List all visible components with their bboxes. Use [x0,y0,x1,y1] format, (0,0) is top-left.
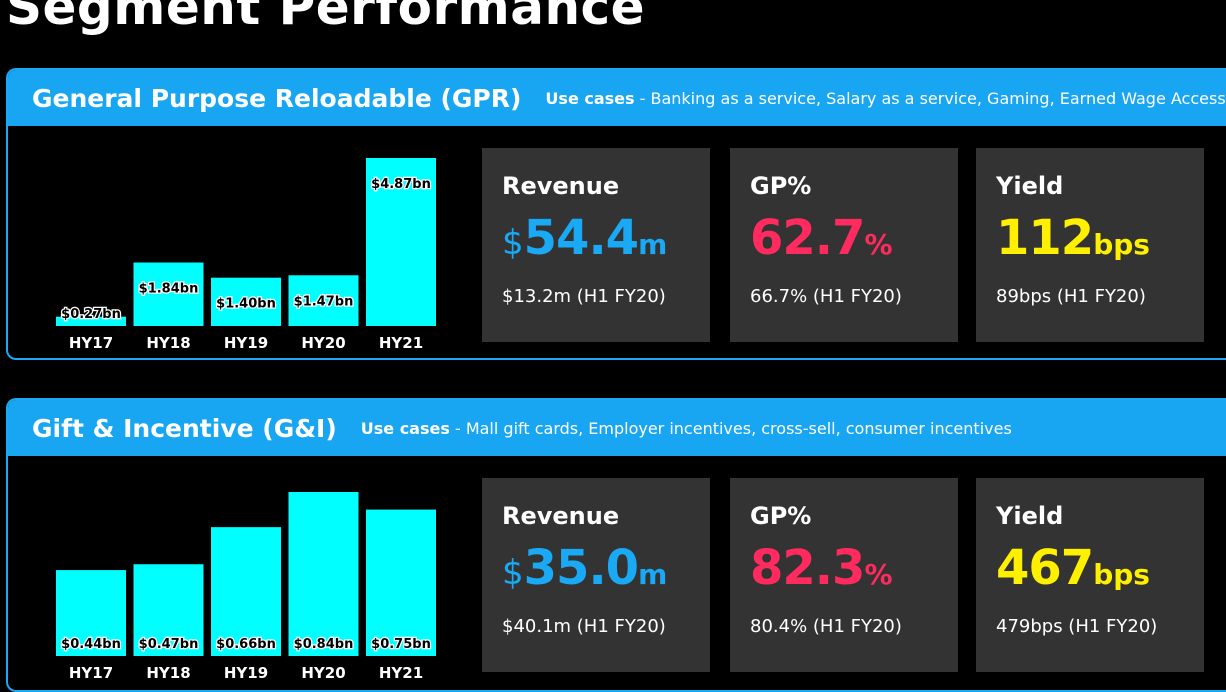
page-title: Segment Performance [6,0,646,36]
metric-suffix: bps [1093,228,1150,261]
metric-number: 35.0 [523,540,639,596]
data-label: $0.47bn [139,637,199,652]
yield-card: Yield 112bps 89bps (H1 FY20) [976,148,1204,342]
bar-hy17 [56,570,126,656]
bar-hy18 [133,262,204,326]
metric-label: GP% [750,172,812,200]
metric-label: GP% [750,502,812,530]
metric-label: Yield [996,172,1064,200]
bar-hy19 [211,527,281,656]
data-label: $0.84bn [294,637,354,652]
segment-header: Gift & Incentive (G&I) Use cases - Mall … [8,400,1226,456]
bar-hy20 [288,492,359,656]
metric-value: 62.7% [750,214,893,262]
metric-prefix: $ [502,553,524,593]
segment-name: Gift & Incentive (G&I) [32,413,337,443]
category-label: HY20 [301,334,345,352]
metric-label: Revenue [502,172,620,200]
segment-panel-gi: Gift & Incentive (G&I) Use cases - Mall … [6,398,1226,692]
metric-number: 54.4 [523,210,639,266]
use-cases: Use cases - Banking as a service, Salary… [545,89,1226,108]
metric-label: Revenue [502,502,620,530]
category-label: HY17 [69,334,113,352]
metric-prior: $13.2m (H1 FY20) [502,286,666,307]
metric-label: Yield [996,502,1064,530]
metric-prefix: $ [502,223,524,263]
metric-number: 62.7 [750,210,865,266]
metric-number: 467 [996,540,1094,596]
tpv-bar-chart-gpr: $0.27bn HY17 $1.84bn HY18 $1.40bn HY19 $1.47bn… [56,158,436,352]
bar-hy17 [56,316,126,326]
metric-value: 467bps [996,544,1150,592]
category-label: HY18 [146,664,190,682]
gp-card: GP% 62.7% 66.7% (H1 FY20) [730,148,958,342]
bar-hy18 [133,564,204,656]
metric-prior: $40.1m (H1 FY20) [502,616,666,637]
category-label: HY19 [224,334,268,352]
segment-header: General Purpose Reloadable (GPR) Use cas… [8,70,1226,126]
category-label: HY19 [224,664,268,682]
revenue-card: Revenue $35.0m $40.1m (H1 FY20) [482,478,710,672]
category-label: HY18 [146,334,190,352]
bar-hy19 [211,277,281,326]
metric-prior: 479bps (H1 FY20) [996,616,1158,637]
segment-panel-gpr: General Purpose Reloadable (GPR) Use cas… [6,68,1226,360]
use-cases: Use cases - Mall gift cards, Employer in… [361,419,1012,438]
metric-prior: 66.7% (H1 FY20) [750,286,902,307]
data-label: $0.75bn [371,637,431,652]
metric-suffix: % [864,228,893,261]
revenue-card: Revenue $54.4m $13.2m (H1 FY20) [482,148,710,342]
metric-prior: 89bps (H1 FY20) [996,286,1146,307]
use-cases-text: - Banking as a service, Salary as a serv… [639,88,1226,108]
data-label: $1.40bn [216,297,276,312]
metric-value: $54.4m [502,214,667,262]
category-label: HY21 [379,664,423,682]
metric-suffix: m [638,558,668,591]
segment-name: General Purpose Reloadable (GPR) [32,83,522,113]
data-label: $1.84bn [139,282,199,297]
data-label: $1.47bn [294,294,354,309]
use-cases-text: - Mall gift cards, Employer incentives, … [449,418,1012,438]
category-label: HY21 [379,334,423,352]
metric-number: 112 [996,210,1094,266]
data-label: $0.27bn [61,307,121,322]
tpv-bar-chart-gi: $0.44bn HY17 $0.47bn HY18 $0.66bn HY19 $0.84bn… [56,492,436,682]
metric-suffix: % [864,558,893,591]
category-label: HY20 [301,664,345,682]
bar-hy20 [288,275,359,326]
metric-value: 112bps [996,214,1150,262]
gp-card: GP% 82.3% 80.4% (H1 FY20) [730,478,958,672]
metric-value: $35.0m [502,544,667,592]
metric-suffix: m [638,228,668,261]
yield-card: Yield 467bps 479bps (H1 FY20) [976,478,1204,672]
data-label: $0.66bn [216,637,276,652]
use-cases-label: Use cases [545,88,635,108]
data-label: $0.44bn [61,637,121,652]
category-label: HY17 [69,664,113,682]
metric-suffix: bps [1093,558,1150,591]
metric-value: 82.3% [750,544,893,592]
use-cases-label: Use cases [360,418,450,438]
metric-prior: 80.4% (H1 FY20) [750,616,902,637]
bar-hy21 [366,509,436,656]
data-label: $4.87bn [371,177,431,192]
metric-number: 82.3 [750,540,865,596]
bar-hy21 [366,158,436,326]
